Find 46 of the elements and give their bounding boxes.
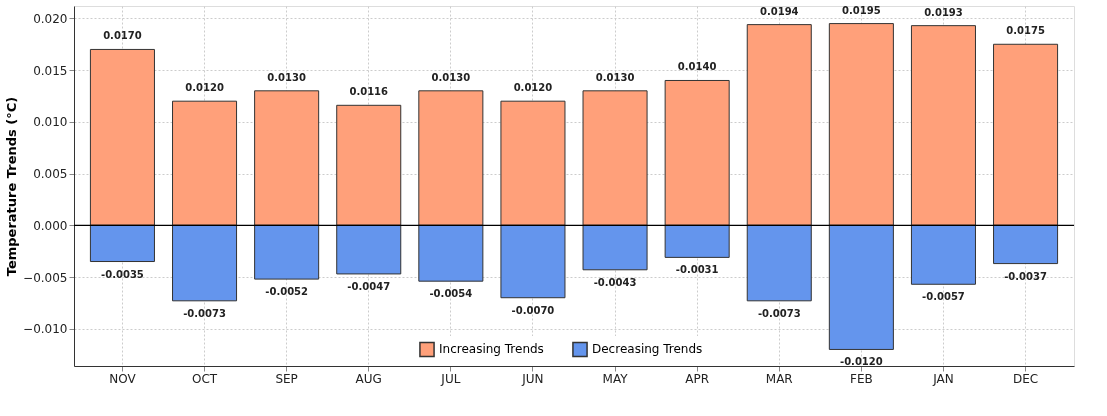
- y-tick-label: 0.000: [33, 218, 68, 233]
- x-tick-label: DEC: [1012, 371, 1039, 386]
- data-label: 0.0120: [185, 82, 224, 94]
- data-label: 0.0195: [842, 4, 881, 16]
- data-label: -0.0120: [839, 356, 883, 368]
- data-label: -0.0070: [511, 304, 555, 316]
- data-label: 0.0170: [103, 30, 142, 42]
- x-tick-label: APR: [685, 371, 710, 386]
- data-label: 0.0175: [1006, 25, 1045, 37]
- data-label: 0.0130: [431, 71, 471, 83]
- y-tick-label: −0.010: [23, 322, 68, 337]
- data-label: -0.0031: [675, 264, 719, 276]
- data-label: 0.0116: [349, 86, 389, 98]
- data-label: 0.0130: [267, 71, 306, 83]
- y-tick-label: 0.010: [33, 115, 68, 130]
- legend-label: Increasing Trends: [439, 342, 544, 357]
- x-tick-label: AUG: [355, 371, 382, 386]
- x-tick-label: MAR: [765, 371, 793, 386]
- data-label: 0.0193: [924, 6, 963, 18]
- data-label: -0.0073: [757, 307, 801, 319]
- x-tick-label: NOV: [109, 371, 137, 386]
- y-tick-label: 0.015: [33, 63, 68, 78]
- data-label: -0.0073: [183, 307, 226, 319]
- x-tick-label: JUL: [440, 371, 461, 386]
- data-label: -0.0052: [265, 286, 309, 298]
- y-tick-label: 0.020: [33, 11, 68, 26]
- data-label: -0.0057: [922, 291, 965, 303]
- data-label: 0.0140: [677, 61, 717, 73]
- x-tick-label: JAN: [932, 371, 954, 386]
- data-label: -0.0047: [347, 280, 391, 292]
- data-label: -0.0037: [1004, 270, 1047, 282]
- x-tick-label: JUN: [521, 371, 544, 386]
- data-label: -0.0043: [593, 276, 637, 288]
- data-label: 0.0130: [595, 71, 635, 83]
- legend-label: Decreasing Trends: [592, 342, 703, 357]
- y-tick-label: 0.005: [33, 167, 68, 182]
- y-axis-title: Temperature Trends (°C): [4, 96, 20, 277]
- data-label: 0.0120: [513, 82, 553, 94]
- x-tick-label: SEP: [275, 371, 298, 386]
- x-tick-label: FEB: [850, 371, 873, 386]
- x-tick-label: MAY: [602, 371, 629, 386]
- data-label: -0.0054: [429, 288, 473, 300]
- data-label: 0.0194: [759, 5, 799, 17]
- data-label: -0.0035: [101, 268, 144, 280]
- y-tick-label: −0.005: [23, 270, 68, 285]
- x-tick-label: OCT: [191, 371, 218, 386]
